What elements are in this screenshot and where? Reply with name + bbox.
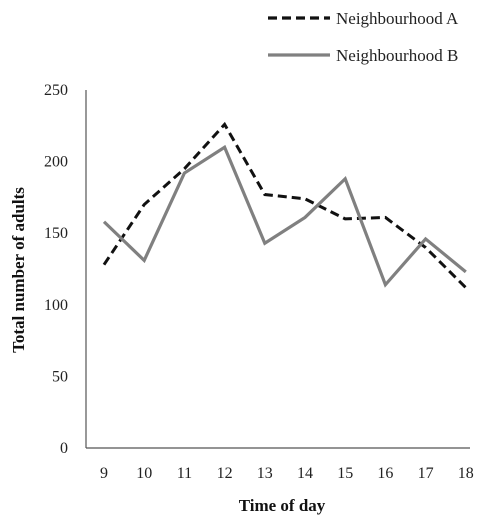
x-tick-label: 9 bbox=[100, 465, 108, 482]
x-tick-label: 10 bbox=[136, 465, 152, 482]
x-tick-labels: 9 10 11 12 13 14 15 16 17 18 bbox=[100, 465, 474, 482]
x-tick-label: 11 bbox=[177, 465, 192, 482]
y-tick-label: 50 bbox=[52, 368, 68, 385]
y-tick-labels: 0 50 100 150 200 250 bbox=[44, 82, 68, 457]
x-tick-label: 18 bbox=[458, 465, 474, 482]
series-line-a bbox=[102, 121, 467, 289]
y-tick-label: 100 bbox=[44, 297, 68, 314]
y-tick-label: 0 bbox=[60, 440, 68, 457]
x-tick-label: 13 bbox=[257, 465, 273, 482]
x-axis-title: Time of day bbox=[239, 496, 326, 515]
axes bbox=[85, 90, 470, 449]
series-lines bbox=[102, 121, 467, 289]
series-line-b bbox=[102, 144, 467, 288]
x-tick-label: 15 bbox=[337, 465, 353, 482]
y-tick-label: 150 bbox=[44, 225, 68, 242]
x-tick-label: 14 bbox=[297, 465, 313, 482]
x-tick-label: 17 bbox=[418, 465, 434, 482]
y-axis-title: Total number of adults bbox=[9, 187, 28, 353]
y-tick-label: 200 bbox=[44, 154, 68, 171]
x-tick-label: 12 bbox=[217, 465, 233, 482]
y-tick-label: 250 bbox=[44, 82, 68, 99]
legend-label-b: Neighbourhood B bbox=[336, 46, 458, 65]
x-tick-label: 16 bbox=[377, 465, 393, 482]
legend-label-a: Neighbourhood A bbox=[336, 9, 459, 28]
legend: Neighbourhood A Neighbourhood B bbox=[268, 9, 459, 65]
